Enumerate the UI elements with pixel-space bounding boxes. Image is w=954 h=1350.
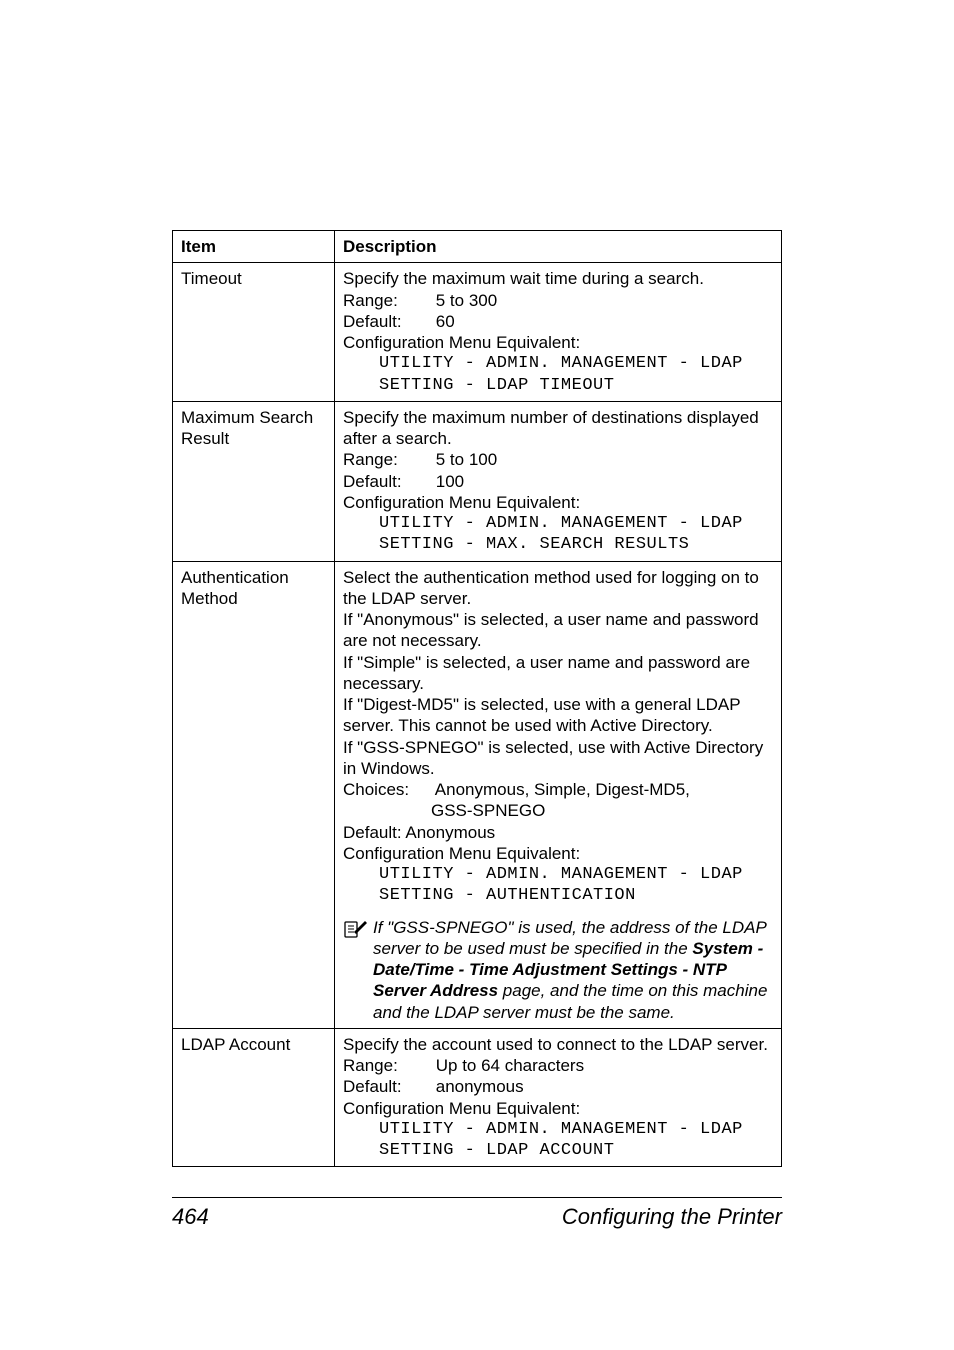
cfg-label: Configuration Menu Equivalent: [343,493,580,512]
cell-description: Specify the maximum number of destinatio… [335,401,782,561]
note-block: If "GSS-SPNEGO" is used, the address of … [343,917,773,1023]
note-text: If "GSS-SPNEGO" is used, the address of … [373,917,773,1023]
para: If "GSS-SPNEGO" is selected, use with Ac… [343,738,763,778]
lead-text: Select the authentication method used fo… [343,568,759,608]
range-value: 5 to 300 [436,291,497,310]
table-row: Timeout Specify the maximum wait time du… [173,263,782,402]
header-item: Item [173,231,335,263]
default-value: anonymous [436,1077,524,1096]
default-label: Default: [343,1076,431,1097]
lead-text: Specify the maximum wait time during a s… [343,269,704,288]
cfg-line: SETTING - AUTHENTICATION [343,885,773,906]
para: If "Simple" is selected, a user name and… [343,653,750,693]
table-row: Authentication Method Select the authent… [173,561,782,1028]
choices-value: GSS-SPNEGO [431,800,545,821]
cfg-label: Configuration Menu Equivalent: [343,844,580,863]
para: If "Anonymous" is selected, a user name … [343,610,759,650]
table-row: LDAP Account Specify the account used to… [173,1028,782,1167]
spec-table: Item Description Timeout Specify the max… [172,230,782,1167]
cfg-line: UTILITY - ADMIN. MANAGEMENT - LDAP [343,353,773,374]
page-footer: 464 Configuring the Printer [172,1204,782,1230]
table-header-row: Item Description [173,231,782,263]
table-row: Maximum Search Result Specify the maximu… [173,401,782,561]
cell-item: Authentication Method [173,561,335,1028]
choices-label: Choices: [343,779,431,800]
cell-item: LDAP Account [173,1028,335,1167]
lead-text: Specify the account used to connect to t… [343,1035,768,1054]
cfg-line: UTILITY - ADMIN. MANAGEMENT - LDAP [343,513,773,534]
cfg-line: SETTING - LDAP TIMEOUT [343,375,773,396]
page: Item Description Timeout Specify the max… [0,0,954,1350]
choices-value: Anonymous, Simple, Digest-MD5, [435,780,690,799]
footer-rule [172,1197,782,1198]
lead-text: Specify the maximum number of destinatio… [343,408,759,448]
footer-title: Configuring the Printer [562,1204,782,1230]
range-value: Up to 64 characters [436,1056,584,1075]
cell-description: Specify the maximum wait time during a s… [335,263,782,402]
cfg-line: UTILITY - ADMIN. MANAGEMENT - LDAP [343,864,773,885]
cell-description: Specify the account used to connect to t… [335,1028,782,1167]
cfg-line: UTILITY - ADMIN. MANAGEMENT - LDAP [343,1119,773,1140]
cell-description: Select the authentication method used fo… [335,561,782,1028]
default-line: Default: Anonymous [343,823,495,842]
cell-item: Timeout [173,263,335,402]
default-value: 60 [436,312,455,331]
page-number: 464 [172,1204,209,1230]
para: If "Digest-MD5" is selected, use with a … [343,695,740,735]
header-description: Description [335,231,782,263]
cell-item: Maximum Search Result [173,401,335,561]
range-label: Range: [343,290,431,311]
default-label: Default: [343,471,431,492]
cfg-label: Configuration Menu Equivalent: [343,333,580,352]
cfg-line: SETTING - MAX. SEARCH RESULTS [343,534,773,555]
cfg-line: SETTING - LDAP ACCOUNT [343,1140,773,1161]
range-value: 5 to 100 [436,450,497,469]
default-label: Default: [343,311,431,332]
note-icon [343,917,373,944]
range-label: Range: [343,1055,431,1076]
default-value: 100 [436,472,464,491]
cfg-label: Configuration Menu Equivalent: [343,1099,580,1118]
range-label: Range: [343,449,431,470]
